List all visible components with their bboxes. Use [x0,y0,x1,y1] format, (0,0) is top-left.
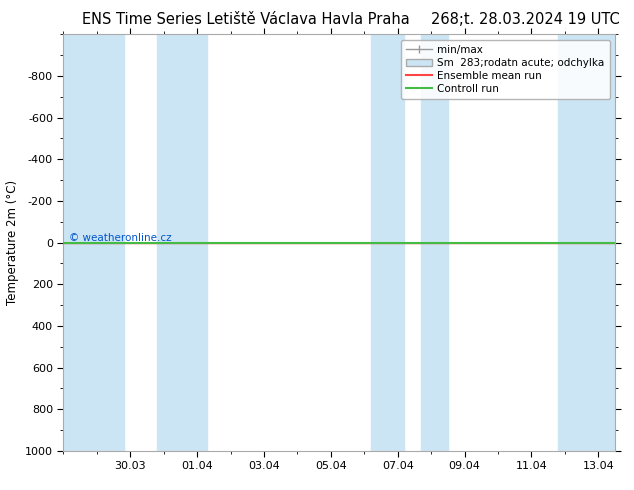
Bar [558,34,615,451]
Bar [157,34,207,451]
Legend: min/max, Sm  283;rodatn acute; odchylka, Ensemble mean run, Controll run: min/max, Sm 283;rodatn acute; odchylka, … [401,40,610,99]
Text: © weatheronline.cz: © weatheronline.cz [69,233,172,243]
Text: 268;t. 28.03.2024 19 UTC: 268;t. 28.03.2024 19 UTC [431,12,620,27]
Bar [421,34,448,451]
Bar [63,34,124,451]
Bar [371,34,404,451]
Y-axis label: Temperature 2m (°C): Temperature 2m (°C) [6,180,20,305]
Text: ENS Time Series Letiště Václava Havla Praha: ENS Time Series Letiště Václava Havla Pr… [82,12,410,27]
